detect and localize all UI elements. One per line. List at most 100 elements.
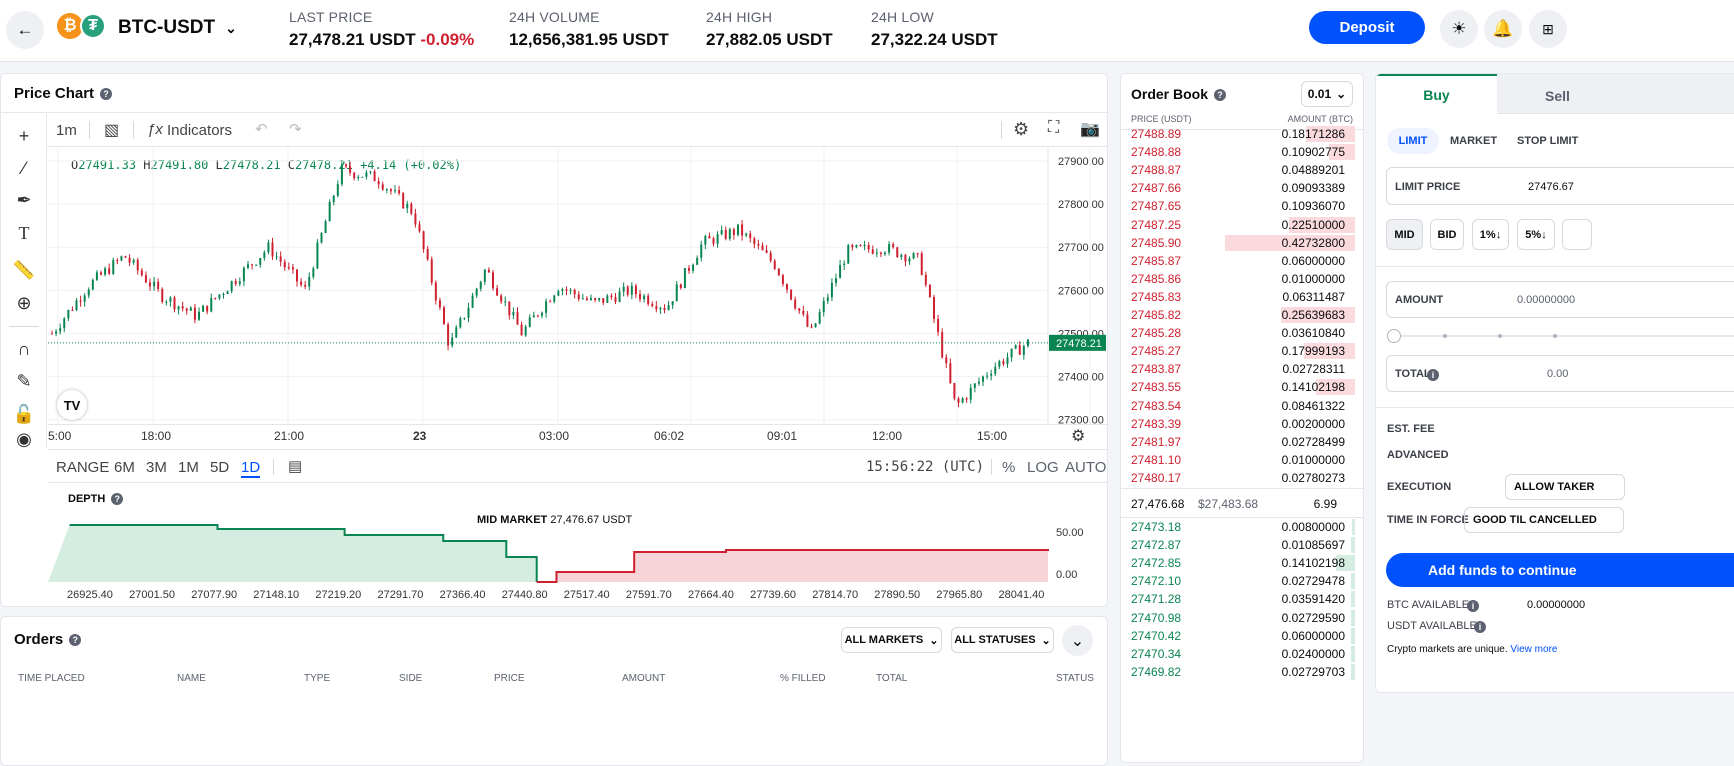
quick-1pct-button[interactable]: 1%↓ bbox=[1472, 219, 1509, 250]
status-filter[interactable]: ALL STATUSES ⌄ bbox=[951, 627, 1054, 653]
ask-row[interactable]: 27481.97 0.02728499 bbox=[1121, 433, 1355, 451]
eye-icon[interactable]: ◉ bbox=[16, 430, 32, 448]
magnet-icon[interactable]: ∩ bbox=[17, 338, 31, 359]
percent-scale-toggle[interactable]: % bbox=[1002, 459, 1016, 476]
orders-column-header[interactable]: TIME PLACED bbox=[18, 673, 85, 684]
orders-column-header[interactable]: SIDE bbox=[399, 673, 423, 684]
ask-row[interactable]: 27485.27 0.17999193 bbox=[1121, 342, 1355, 360]
orders-column-header[interactable]: PRICE bbox=[494, 673, 525, 684]
brush-icon[interactable]: ✒ bbox=[16, 189, 32, 210]
crosshair-icon[interactable]: + bbox=[18, 125, 30, 146]
orders-column-header[interactable]: TYPE bbox=[304, 673, 331, 684]
ask-row[interactable]: 27481.10 0.01000000 bbox=[1121, 451, 1355, 469]
slider-handle[interactable] bbox=[1387, 329, 1401, 343]
view-more-link[interactable]: View more bbox=[1510, 644, 1558, 655]
bid-row[interactable]: 27471.28 0.03591420 bbox=[1121, 590, 1355, 608]
lock-icon[interactable]: 🔓 bbox=[12, 403, 36, 424]
help-icon[interactable]: ? bbox=[1214, 88, 1227, 101]
indicators-button[interactable]: Indicators bbox=[167, 122, 233, 139]
axis-settings-icon[interactable]: ⚙ bbox=[1071, 428, 1086, 445]
candles-icon[interactable]: ▧ bbox=[104, 122, 120, 139]
advanced-toggle[interactable]: ADVANCED bbox=[1387, 449, 1449, 461]
back-button[interactable]: ← bbox=[6, 11, 44, 49]
settings-icon[interactable]: ⚙ bbox=[1013, 119, 1030, 139]
orders-column-header[interactable]: STATUS bbox=[1056, 673, 1094, 684]
ask-row[interactable]: 27480.17 0.02780273 bbox=[1121, 469, 1355, 487]
add-funds-button[interactable]: Add funds to continue bbox=[1386, 553, 1734, 587]
candlestick-chart[interactable]: 27900.0027800.0027700.0027600.0027500.00… bbox=[48, 148, 1108, 448]
text-tool-icon[interactable]: T bbox=[18, 222, 30, 243]
theme-toggle-button[interactable]: ☀ bbox=[1440, 10, 1478, 48]
range-1m[interactable]: 1M bbox=[178, 459, 199, 476]
total-field[interactable]: TOTAL i 0.00 bbox=[1386, 355, 1734, 392]
ask-row[interactable]: 27485.83 0.06311487 bbox=[1121, 288, 1355, 306]
trendline-icon[interactable]: ∕ bbox=[22, 157, 26, 178]
ask-row[interactable]: 27485.87 0.06000000 bbox=[1121, 252, 1355, 270]
bid-row[interactable]: 27470.34 0.02400000 bbox=[1121, 645, 1355, 663]
bid-row[interactable]: 27472.10 0.02729478 bbox=[1121, 572, 1355, 590]
camera-icon[interactable]: 📷 bbox=[1080, 121, 1100, 138]
range-3m[interactable]: 3M bbox=[146, 459, 167, 476]
bid-row[interactable]: 27472.87 0.01085697 bbox=[1121, 536, 1355, 554]
ask-row[interactable]: 27483.39 0.00200000 bbox=[1121, 415, 1355, 433]
ask-row[interactable]: 27487.65 0.10936070 bbox=[1121, 197, 1355, 215]
quick-more-button[interactable] bbox=[1562, 219, 1592, 250]
ruler-icon[interactable]: 📏 bbox=[12, 259, 36, 280]
limit-order-tab[interactable]: LIMIT bbox=[1387, 128, 1439, 154]
range-5d[interactable]: 5D bbox=[210, 459, 230, 476]
info-icon[interactable]: i bbox=[1474, 621, 1486, 633]
range-label[interactable]: RANGE bbox=[56, 459, 110, 476]
log-scale-toggle[interactable]: LOG bbox=[1027, 459, 1059, 476]
ask-row[interactable]: 27488.87 0.04889201 bbox=[1121, 161, 1355, 179]
depth-chart[interactable]: 50.00 0.00 bbox=[48, 522, 1108, 587]
apps-menu-button[interactable]: ⊞ bbox=[1529, 10, 1567, 48]
date-range-icon[interactable]: ▤ bbox=[288, 458, 303, 475]
expand-button[interactable]: ⌄ bbox=[1062, 625, 1093, 656]
ask-row[interactable]: 27485.82 0.25639683 bbox=[1121, 306, 1355, 324]
interval-button[interactable]: 1m bbox=[56, 122, 77, 139]
limit-price-field[interactable]: LIMIT PRICE 27476.67 bbox=[1386, 167, 1734, 205]
ask-row[interactable]: 27483.55 0.14102198 bbox=[1121, 378, 1355, 396]
market-order-tab[interactable]: MARKET bbox=[1450, 135, 1498, 147]
ask-row[interactable]: 27488.89 0.18171286 bbox=[1121, 126, 1355, 143]
range-1d[interactable]: 1D bbox=[241, 459, 261, 478]
sell-tab[interactable]: Sell bbox=[1497, 74, 1734, 114]
auto-scale-toggle[interactable]: AUTO bbox=[1065, 459, 1107, 476]
grouping-select[interactable]: 0.01 ⌄ bbox=[1301, 81, 1353, 107]
quick-bid-button[interactable]: BID bbox=[1430, 219, 1464, 250]
notifications-button[interactable]: 🔔 bbox=[1484, 10, 1522, 48]
time-in-force-select[interactable]: GOOD TIL CANCELLED bbox=[1464, 507, 1624, 533]
bid-row[interactable]: 27472.85 0.14102198 bbox=[1121, 554, 1355, 572]
info-icon[interactable]: i bbox=[1427, 369, 1439, 381]
buy-tab[interactable]: Buy bbox=[1376, 74, 1497, 114]
ask-row[interactable]: 27487.25 0.22510000 bbox=[1121, 216, 1355, 234]
bid-row[interactable]: 27473.18 0.00800000 bbox=[1121, 518, 1355, 536]
markets-filter[interactable]: ALL MARKETS ⌄ bbox=[841, 627, 942, 653]
help-icon[interactable]: ? bbox=[111, 493, 124, 506]
zoom-in-icon[interactable]: ⊕ bbox=[16, 292, 32, 313]
orders-column-header[interactable]: TOTAL bbox=[876, 673, 908, 684]
amount-slider[interactable] bbox=[1394, 335, 1734, 337]
bid-row[interactable]: 27470.98 0.02729590 bbox=[1121, 609, 1355, 627]
ask-row[interactable]: 27485.28 0.03610840 bbox=[1121, 324, 1355, 342]
range-6m[interactable]: 6M bbox=[114, 459, 135, 476]
bid-row[interactable]: 27469.82 0.02729703 bbox=[1121, 663, 1355, 681]
orders-column-header[interactable]: NAME bbox=[177, 673, 206, 684]
redo-icon[interactable]: ↷ bbox=[289, 121, 302, 138]
ask-row[interactable]: 27485.86 0.01000000 bbox=[1121, 270, 1355, 288]
bid-row[interactable]: 27470.42 0.06000000 bbox=[1121, 627, 1355, 645]
ask-row[interactable]: 27483.54 0.08461322 bbox=[1121, 397, 1355, 415]
ask-row[interactable]: 27483.87 0.02728311 bbox=[1121, 360, 1355, 378]
orders-column-header[interactable]: AMOUNT bbox=[622, 673, 666, 684]
info-icon[interactable]: i bbox=[1467, 600, 1479, 612]
ask-row[interactable]: 27485.90 0.42732800 bbox=[1121, 234, 1355, 252]
stop-limit-order-tab[interactable]: STOP LIMIT bbox=[1517, 135, 1579, 147]
ask-row[interactable]: 27487.66 0.09093389 bbox=[1121, 179, 1355, 197]
orders-column-header[interactable]: % FILLED bbox=[780, 673, 826, 684]
execution-select[interactable]: ALLOW TAKER bbox=[1505, 474, 1625, 500]
undo-icon[interactable]: ↶ bbox=[255, 121, 268, 138]
deposit-button[interactable]: Deposit bbox=[1309, 11, 1425, 44]
quick-5pct-button[interactable]: 5%↓ bbox=[1517, 219, 1555, 250]
quick-mid-button[interactable]: MID bbox=[1386, 219, 1423, 250]
fullscreen-icon[interactable]: ⛶ bbox=[1048, 119, 1060, 136]
